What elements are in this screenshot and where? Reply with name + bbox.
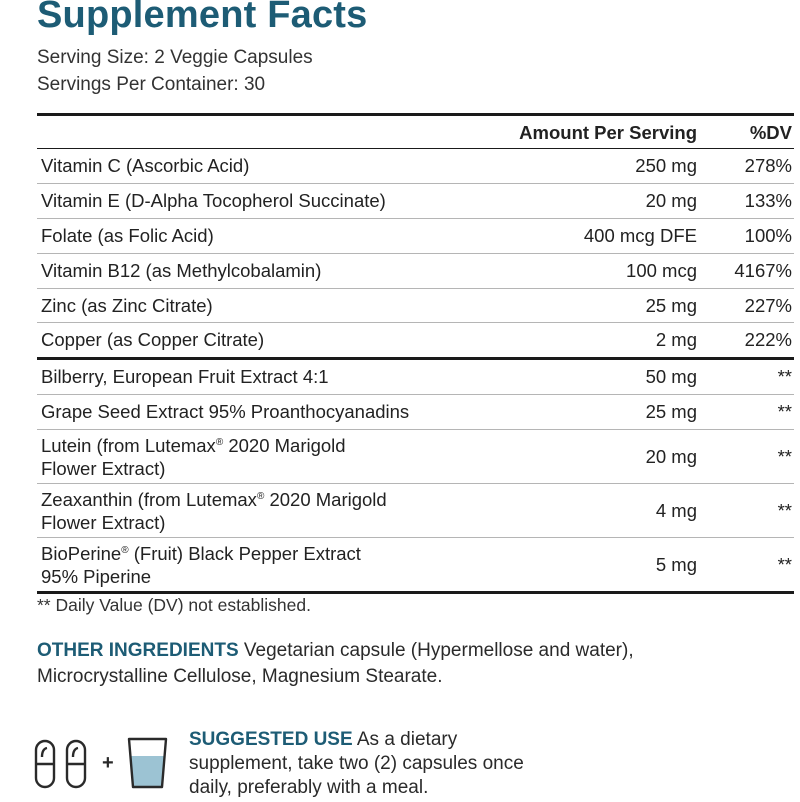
extract-dv: ** [697,429,794,485]
plus-icon: + [102,752,114,774]
capsule-icon [65,739,87,789]
nutrient-dv: 222% [697,322,794,361]
table-row: BioPerine® (Fruit) Black Pepper Extract 9… [37,537,794,595]
water-glass-icon [127,737,168,789]
extract-name-part: (Fruit) Black Pepper Extract [128,542,361,564]
suggested-use: SUGGESTED USE As a dietary supplement, t… [189,728,529,800]
other-ingredients: OTHER INGREDIENTS Vegetarian capsule (Hy… [37,638,637,690]
nutrient-amount: 25 mg [457,288,697,324]
header-amount: Amount Per Serving [457,114,697,149]
nutrient-amount: 100 mcg [457,253,697,289]
extract-dv: ** [697,394,794,431]
nutrient-dv: 4167% [697,253,794,289]
table-row: Bilberry, European Fruit Extract 4:1 50 … [37,358,794,396]
extract-name: BioPerine® (Fruit) Black Pepper Extract 9… [37,537,457,595]
nutrient-name: Zinc (as Zinc Citrate) [37,288,457,324]
registered-mark: ® [256,490,265,502]
extract-name-part: Lutein (from Lutemax [41,434,216,456]
extract-name-part: Flower Extract) [41,511,166,533]
table-header-row: Amount Per Serving %DV [37,114,794,149]
nutrient-amount: 400 mcg DFE [457,218,697,254]
extract-amount: 50 mg [457,358,697,396]
table-row: Vitamin C (Ascorbic Acid) 250 mg 278% [37,148,794,184]
extract-name-part: Flower Extract) [41,457,166,479]
suggested-use-text: As a dietary supplement, take two (2) ca… [189,729,524,798]
capsule-icon [34,739,56,789]
extract-name: Grape Seed Extract 95% Proanthocyanadins [37,394,457,431]
nutrient-name: Folate (as Folic Acid) [37,218,457,254]
extract-name-part: BioPerine [41,542,122,564]
plus-symbol: + [102,752,114,774]
usage-icons: + [34,737,174,797]
table-row: Grape Seed Extract 95% Proanthocyanadins… [37,394,794,431]
other-ingredients-text: Vegetarian capsule (Hypermellose and wat… [37,640,634,687]
page-title: Supplement Facts [37,0,368,36]
registered-mark: ® [215,436,224,448]
dv-footnote: ** Daily Value (DV) not established. [37,595,311,615]
extract-dv: ** [697,483,794,539]
nutrient-amount: 250 mg [457,148,697,184]
nutrient-dv: 100% [697,218,794,254]
nutrient-name: Copper (as Copper Citrate) [37,322,457,361]
extract-name: Zeaxanthin (from Lutemax® 2020 Marigold F… [37,483,457,539]
extract-amount: 25 mg [457,394,697,431]
extract-amount: 5 mg [457,537,697,595]
nutrient-dv: 133% [697,183,794,219]
supplement-facts-table: Amount Per Serving %DV Vitamin C (Ascorb… [37,113,794,595]
other-ingredients-label: OTHER INGREDIENTS [37,640,239,661]
nutrient-dv: 278% [697,148,794,184]
extract-dv: ** [697,358,794,396]
serving-size: Serving Size: 2 Veggie Capsules [37,47,313,68]
table-row: Zeaxanthin (from Lutemax® 2020 Marigold F… [37,483,794,539]
table-row: Vitamin B12 (as Methylcobalamin) 100 mcg… [37,253,794,289]
table-row: Zinc (as Zinc Citrate) 25 mg 227% [37,288,794,324]
extract-name: Bilberry, European Fruit Extract 4:1 [37,358,457,396]
extract-name: Lutein (from Lutemax® 2020 Marigold Flowe… [37,429,457,485]
extract-name-part: 95% Piperine [41,565,152,587]
table-row: Lutein (from Lutemax® 2020 Marigold Flowe… [37,429,794,485]
table-row: Vitamin E (D-Alpha Tocopherol Succinate)… [37,183,794,219]
nutrient-dv: 227% [697,288,794,324]
extract-dv: ** [697,537,794,595]
table-row: Folate (as Folic Acid) 400 mcg DFE 100% [37,218,794,254]
extract-amount: 4 mg [457,483,697,539]
header-dv: %DV [697,114,794,149]
servings-per-container: Servings Per Container: 30 [37,74,266,95]
extract-name-part: Zeaxanthin (from Lutemax [41,488,257,510]
nutrient-amount: 20 mg [457,183,697,219]
table-row: Copper (as Copper Citrate) 2 mg 222% [37,322,794,361]
nutrient-amount: 2 mg [457,322,697,361]
extract-name-part: 2020 Marigold [264,488,387,510]
usage-illustration: + [34,737,168,789]
nutrient-name: Vitamin C (Ascorbic Acid) [37,148,457,184]
suggested-use-label: SUGGESTED USE [189,729,353,750]
header-name-blank [37,114,457,149]
extract-name-part: 2020 Marigold [223,434,346,456]
registered-mark: ® [121,544,129,556]
nutrient-name: Vitamin E (D-Alpha Tocopherol Succinate) [37,183,457,219]
extract-amount: 20 mg [457,429,697,485]
nutrient-name: Vitamin B12 (as Methylcobalamin) [37,253,457,289]
